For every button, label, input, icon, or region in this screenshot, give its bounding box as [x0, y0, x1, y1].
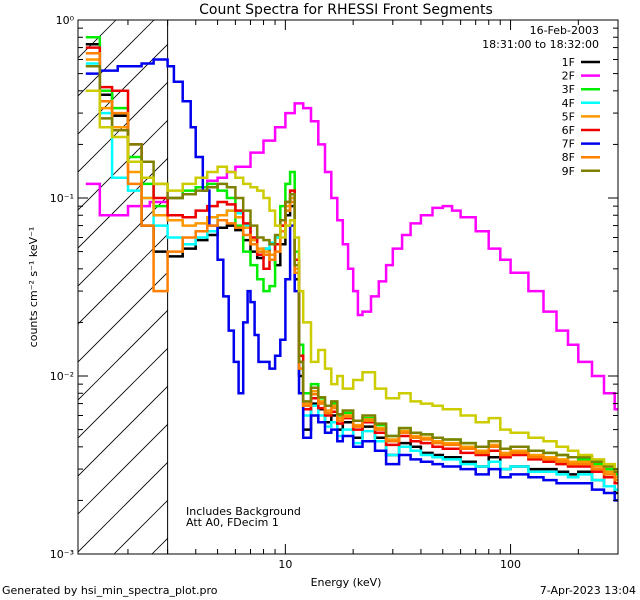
y-tick-label: 10⁻² — [50, 370, 74, 383]
legend-label: 2F — [562, 70, 575, 83]
hatch-line — [78, 233, 168, 325]
series-line-6f — [85, 46, 618, 485]
hatch-line — [78, 81, 168, 173]
series-line-8f — [85, 52, 618, 482]
series-line-9f — [85, 64, 618, 473]
legend-label: 9F — [562, 165, 575, 178]
y-tick-label: 10⁻¹ — [50, 192, 74, 205]
x-tick-label: 10 — [278, 558, 292, 571]
hatch-line — [78, 461, 168, 553]
legend-label: 8F — [562, 151, 575, 164]
hatch-line — [78, 423, 168, 515]
legend-label: 5F — [562, 110, 575, 123]
series-line-2f — [85, 102, 618, 411]
legend-label: 7F — [562, 138, 575, 151]
footer-timestamp: 7-Apr-2023 13:04 — [540, 584, 636, 597]
series-line-yellow-unlabeled- — [85, 89, 618, 471]
y-tick-label: 10⁻³ — [50, 548, 74, 561]
x-axis-label: Energy (keV) — [311, 576, 382, 589]
footer-generated-by: Generated by hsi_min_spectra_plot.pro — [2, 584, 218, 597]
legend-label: 3F — [562, 83, 575, 96]
legend-label: 4F — [562, 97, 575, 110]
chart-title: Count Spectra for RHESSI Front Segments — [199, 2, 493, 18]
x-tick-label: 100 — [500, 558, 521, 571]
annotation-background: Includes Background — [186, 505, 301, 518]
legend-label: 6F — [562, 124, 575, 137]
time-range-label: 18:31:00 to 18:32:00 — [482, 38, 599, 51]
plot-frame — [77, 19, 619, 555]
date-label: 16-Feb-2003 — [530, 24, 599, 37]
hatch-line — [78, 385, 168, 477]
legend-label: 1F — [562, 56, 575, 69]
y-tick-label: 10⁰ — [56, 14, 75, 27]
y-axis-label: counts cm⁻² s⁻¹ keV⁻¹ — [27, 227, 40, 348]
annotation-attenuator: Att A0, FDecim 1 — [186, 516, 279, 529]
